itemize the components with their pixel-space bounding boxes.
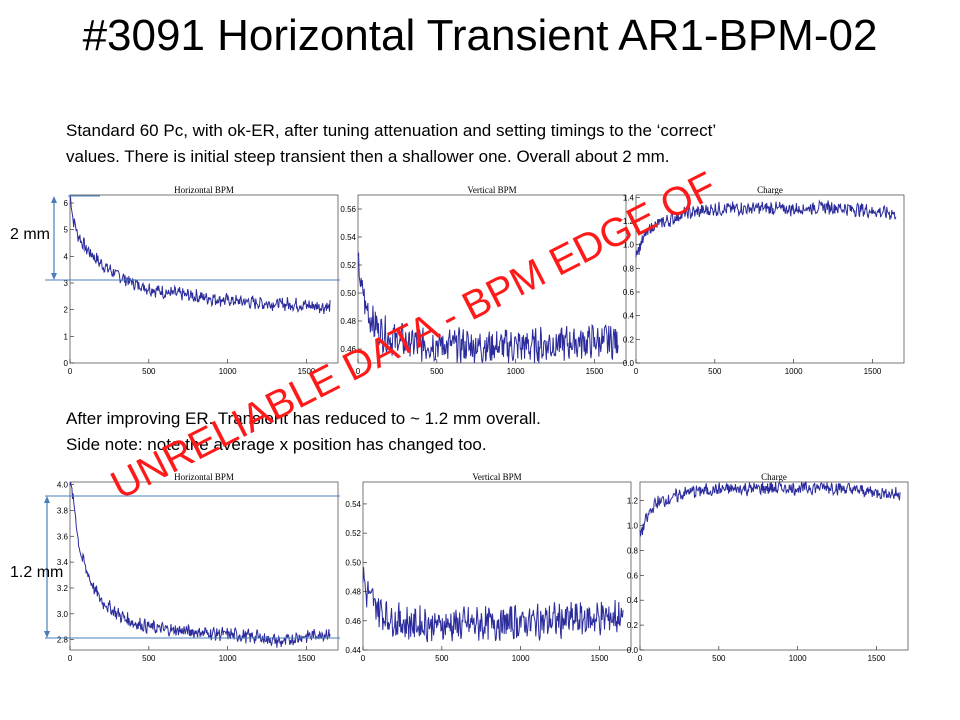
y-tick-label: 0.0	[627, 646, 639, 655]
plot-frame	[69, 194, 339, 364]
x-tick-label: 500	[708, 367, 722, 376]
description-bottom: After improving ER. Transient has reduce…	[66, 406, 541, 458]
chart-title: Vertical BPM	[472, 472, 521, 482]
y-tick-label: 1	[64, 332, 69, 341]
series-line	[69, 194, 331, 314]
y-tick-label: 3	[64, 279, 69, 288]
chart-charge-bottom: Charge 0.0 0.2 0.4 0.6 0.8 1.0 1.2 0 500 1000 1500	[622, 472, 912, 672]
y-tick-label: 0.2	[623, 335, 635, 344]
x-tick-label: 500	[142, 654, 156, 663]
y-tick-label: 2.8	[57, 636, 69, 645]
y-tick-label: 0.2	[627, 621, 639, 630]
x-tick-label: 500	[435, 654, 449, 663]
y-tick-label: 2	[64, 306, 69, 315]
chart-title: Horizontal BPM	[174, 472, 234, 482]
y-tick-label: 3.4	[57, 558, 69, 567]
y-tick-label: 0.48	[345, 588, 361, 597]
x-tick-label: 1500	[586, 367, 604, 376]
y-tick-label: 0	[64, 359, 69, 368]
x-tick-label: 500	[142, 367, 156, 376]
y-tick-label: 0.52	[340, 261, 356, 270]
y-tick-label: 0.48	[340, 317, 356, 326]
x-tick-label: 1500	[591, 654, 609, 663]
series-line	[69, 481, 331, 648]
annotation-top-label: 2 mm	[10, 226, 50, 243]
series-line	[362, 567, 624, 643]
y-tick-label: 0.52	[345, 529, 361, 538]
x-tick-label: 1000	[219, 367, 237, 376]
series-line	[635, 199, 897, 258]
y-tick-label: 4	[64, 252, 69, 261]
y-tick-label: 0.54	[340, 233, 356, 242]
y-tick-label: 3.2	[57, 584, 69, 593]
y-tick-label: 3.8	[57, 506, 69, 515]
x-tick-label: 1500	[298, 654, 316, 663]
y-tick-label: 0.54	[345, 500, 361, 509]
y-tick-label: 0.50	[340, 289, 356, 298]
chart-charge-top: Charge 0.0 0.2 0.4 0.6 0.8 1.0 1.2 1.4 0 500 1000 15…	[618, 185, 908, 385]
slide-title: #3091 Horizontal Transient AR1-BPM-02	[82, 11, 878, 60]
y-tick-label: 3.0	[57, 610, 69, 619]
x-tick-label: 1500	[864, 367, 882, 376]
x-tick-label: 500	[430, 367, 444, 376]
plot-frame	[635, 194, 905, 364]
x-tick-label: 0	[361, 654, 366, 663]
chart-vertical-bpm-top: Vertical BPM 0.46 0.48 0.50 0.52 0.54 0.56 0 500…	[340, 185, 630, 385]
y-tick-label: 1.0	[623, 241, 635, 250]
y-tick-label: 3.6	[57, 532, 69, 541]
x-tick-label: 500	[712, 654, 726, 663]
plot-frame	[639, 481, 909, 651]
series-line	[639, 481, 901, 537]
x-tick-label: 1500	[298, 367, 316, 376]
x-tick-label: 0	[638, 654, 643, 663]
chart-title: Vertical BPM	[467, 185, 516, 195]
y-tick-label: 4.0	[57, 481, 69, 490]
y-tick-label: 0.4	[627, 596, 639, 605]
chart-title: Horizontal BPM	[174, 185, 234, 195]
description-top: Standard 60 Pc, with ok-ER, after tuning…	[66, 118, 716, 170]
y-tick-label: 1.4	[623, 193, 635, 202]
chart-title: Charge	[757, 185, 783, 195]
annotation-bottom-label: 1.2 mm	[10, 564, 64, 581]
y-tick-label: 0.8	[623, 264, 635, 273]
x-tick-label: 0	[68, 367, 73, 376]
x-tick-label: 0	[68, 654, 73, 663]
x-tick-label: 0	[634, 367, 639, 376]
y-tick-label: 0.8	[627, 546, 639, 555]
chart-vertical-bpm-bottom: Vertical BPM 0.44 0.46 0.48 0.50 0.52 0.54 0 500…	[345, 472, 635, 672]
x-tick-label: 1000	[512, 654, 530, 663]
x-tick-label: 1000	[789, 654, 807, 663]
x-tick-label: 1500	[868, 654, 886, 663]
plot-frame	[69, 481, 339, 651]
y-tick-label: 1.0	[627, 522, 639, 531]
chart-horizontal-bpm-top: Horizontal BPM 0 1 2 3 4 5 6 0 500 1000 1500	[52, 185, 342, 385]
description-bottom-line-1: After improving ER. Transient has reduce…	[66, 409, 541, 428]
y-tick-label: 0.6	[627, 571, 639, 580]
y-tick-label: 0.4	[623, 312, 635, 321]
description-top-line-2: values. There is initial steep transient…	[66, 147, 670, 166]
y-tick-label: 1.2	[627, 497, 639, 506]
x-tick-label: 1000	[219, 654, 237, 663]
y-tick-label: 0.50	[345, 558, 361, 567]
y-tick-label: 0.56	[340, 205, 356, 214]
plot-frame	[362, 481, 632, 651]
plot-frame	[357, 194, 627, 364]
x-tick-label: 0	[356, 367, 361, 376]
chart-title: Charge	[761, 472, 787, 482]
y-tick-label: 1.2	[623, 217, 635, 226]
y-tick-label: 0.46	[340, 345, 356, 354]
series-line	[357, 252, 619, 364]
y-tick-label: 0.44	[345, 646, 361, 655]
y-tick-label: 6	[64, 199, 69, 208]
y-tick-label: 5	[64, 226, 69, 235]
x-tick-label: 1000	[507, 367, 525, 376]
description-bottom-line-2: Side note: note the average x position h…	[66, 435, 487, 454]
chart-horizontal-bpm-bottom: Horizontal BPM 2.8 3.0 3.2 3.4 3.6 3.8 4.0 0 500 1…	[52, 472, 342, 672]
y-tick-label: 0.6	[623, 288, 635, 297]
y-tick-label: 0.0	[623, 359, 635, 368]
x-tick-label: 1000	[785, 367, 803, 376]
y-tick-label: 0.46	[345, 617, 361, 626]
description-top-line-1: Standard 60 Pc, with ok-ER, after tuning…	[66, 121, 717, 140]
